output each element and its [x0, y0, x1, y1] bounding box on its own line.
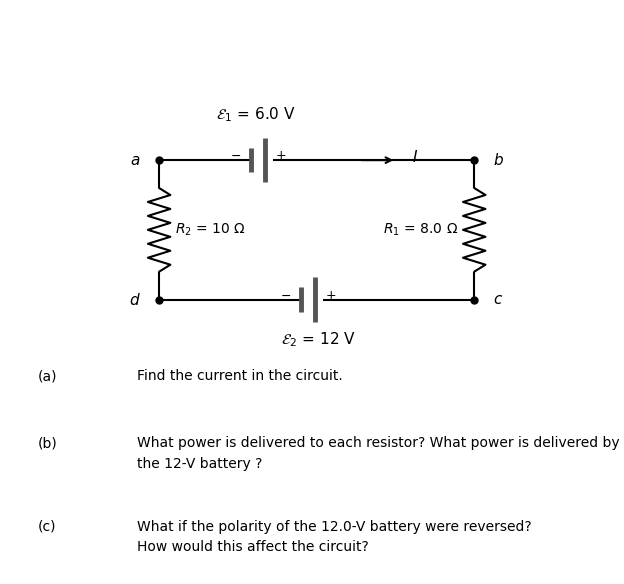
Text: $\mathcal{E}$$_{2}$ = 12 V: $\mathcal{E}$$_{2}$ = 12 V [281, 330, 356, 349]
Text: $R_1$ = 8.0 $\Omega$: $R_1$ = 8.0 $\Omega$ [383, 222, 459, 238]
Text: (b): (b) [37, 436, 57, 450]
Text: $\mathcal{E}$$_{1}$ = 6.0 V: $\mathcal{E}$$_{1}$ = 6.0 V [216, 105, 296, 124]
Text: (c): (c) [37, 520, 56, 534]
Text: $+$: $+$ [325, 288, 336, 301]
Text: What power is delivered to each resistor? What power is delivered by
the 12-V ba: What power is delivered to each resistor… [137, 436, 620, 471]
Text: What if the polarity of the 12.0-V battery were reversed?
How would this affect : What if the polarity of the 12.0-V batte… [137, 520, 532, 554]
Text: $d$: $d$ [129, 291, 140, 308]
Text: $c$: $c$ [493, 292, 503, 307]
Text: $+$: $+$ [275, 149, 286, 162]
Text: Find the current in the circuit.: Find the current in the circuit. [137, 369, 343, 383]
Text: $b$: $b$ [493, 152, 504, 168]
Text: $a$: $a$ [130, 152, 140, 168]
Text: (a): (a) [37, 369, 57, 383]
Text: $R_2$ = 10 $\Omega$: $R_2$ = 10 $\Omega$ [175, 222, 246, 238]
Text: $-$: $-$ [230, 149, 241, 162]
Text: $-$: $-$ [280, 288, 291, 301]
Text: $I$: $I$ [412, 150, 418, 165]
